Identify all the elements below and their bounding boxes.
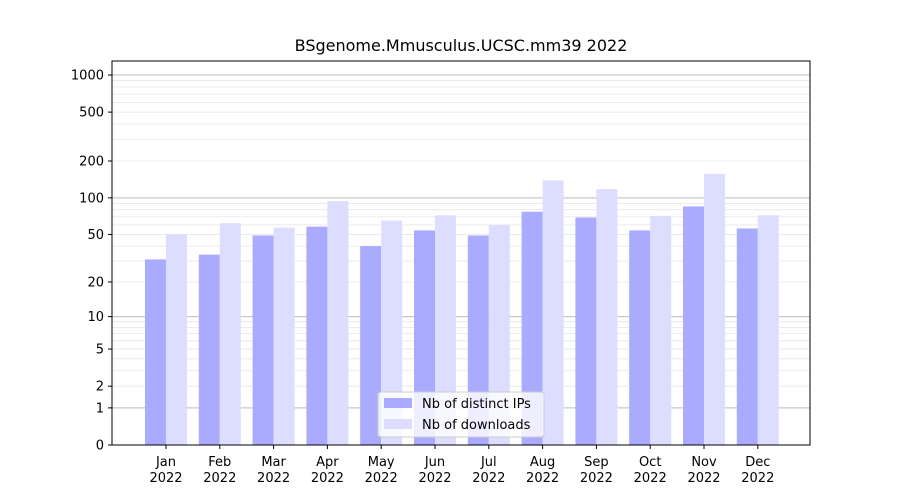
y-tick-label: 200 [79, 155, 104, 170]
bar-downloads [273, 227, 295, 445]
bar-downloads [166, 234, 187, 445]
bar-distinct-ips [252, 235, 274, 445]
x-tick-label-year: 2022 [472, 471, 505, 486]
legend-label-distinct-ips: Nb of distinct IPs [422, 397, 531, 412]
bar-distinct-ips [414, 230, 435, 445]
bar-downloads [704, 173, 725, 445]
plot-frame [111, 60, 811, 446]
x-tick-label-month: Sep [584, 455, 609, 470]
x-tick-label-month: Feb [208, 455, 231, 470]
legend-swatch-distinct-ips [384, 398, 412, 408]
x-tick-label-year: 2022 [311, 471, 344, 486]
bar-distinct-ips [736, 228, 758, 445]
x-tick-label-month: Jan [155, 455, 176, 470]
bar-distinct-ips [198, 254, 220, 445]
x-tick-label-year: 2022 [257, 471, 290, 486]
bar-downloads [650, 215, 672, 445]
x-tick-label-month: Jul [480, 455, 497, 470]
bar-downloads [327, 201, 349, 445]
x-tick-label-year: 2022 [634, 471, 667, 486]
x-tick-label-year: 2022 [149, 471, 182, 486]
bar-distinct-ips [360, 246, 382, 445]
x-tick-label-month: Jun [424, 455, 445, 470]
bar-distinct-ips [575, 217, 597, 445]
legend-box [377, 391, 545, 438]
y-tick-label: 10 [87, 310, 104, 325]
y-tick-label: 1000 [71, 69, 104, 84]
y-axis: 0 1 2 5 10 20 50 100 200 500 1000 [71, 69, 112, 454]
bar-downloads [596, 189, 618, 445]
x-tick-label-year: 2022 [418, 471, 451, 486]
bar-downloads [381, 220, 403, 445]
bar-downloads [488, 224, 510, 445]
bar-distinct-ips [683, 206, 704, 445]
legend: Nb of distinct IPs Nb of downloads [377, 391, 545, 438]
bar-downloads [219, 223, 241, 445]
bar-downloads [435, 215, 456, 445]
bars [145, 173, 779, 445]
y-tick-label: 0 [96, 439, 104, 454]
x-tick-label-month: May [368, 455, 395, 470]
x-tick-label-month: Apr [316, 455, 339, 470]
y-tick-label: 5 [96, 343, 104, 358]
x-tick-label-month: Oct [639, 455, 661, 470]
x-tick-label-month: Aug [530, 455, 555, 470]
bar-distinct-ips [306, 226, 328, 445]
y-tick-label: 2 [96, 380, 104, 395]
x-tick-label-year: 2022 [741, 471, 774, 486]
y-tick-label: 20 [87, 275, 104, 290]
x-tick-label-year: 2022 [526, 471, 559, 486]
y-tick-label: 500 [79, 106, 104, 121]
bar-distinct-ips [145, 259, 166, 445]
x-tick-label-year: 2022 [365, 471, 398, 486]
legend-label-downloads: Nb of downloads [422, 418, 531, 433]
bar-downloads [757, 215, 779, 445]
x-tick-label-month: Dec [745, 455, 770, 470]
legend-swatch-downloads [384, 419, 412, 429]
x-tick-label-year: 2022 [203, 471, 236, 486]
chart-title: BSgenome.Mmusculus.UCSC.mm39 2022 [295, 36, 628, 55]
x-tick-label-year: 2022 [580, 471, 613, 486]
x-tick-label-year: 2022 [687, 471, 720, 486]
x-tick-label-month: Mar [261, 455, 286, 470]
y-tick-label: 50 [87, 228, 104, 243]
x-tick-label-month: Nov [691, 455, 717, 470]
y-tick-label: 1 [96, 401, 104, 416]
bar-downloads [542, 180, 564, 445]
bar-distinct-ips [629, 230, 651, 445]
y-tick-label: 100 [79, 191, 104, 206]
bar-distinct-ips [521, 211, 543, 445]
x-axis: Jan2022Feb2022Mar2022Apr2022May2022Jun20… [149, 445, 774, 486]
